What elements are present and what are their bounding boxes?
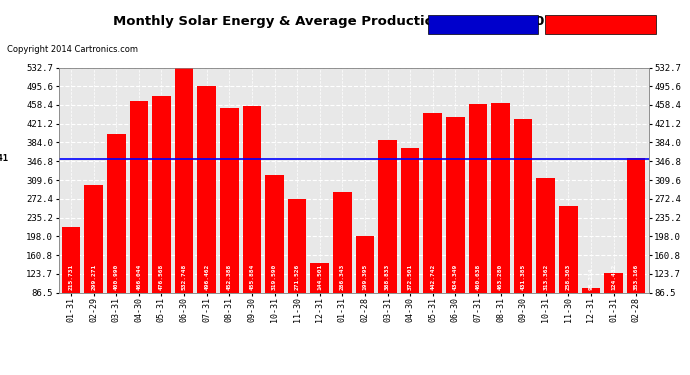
Text: 319.590: 319.590 (272, 264, 277, 291)
Text: 400.990: 400.990 (114, 264, 119, 291)
Text: Monthly Solar Energy & Average Production Tue Mar 18 07:05: Monthly Solar Energy & Average Productio… (113, 15, 577, 28)
Text: 455.884: 455.884 (249, 264, 255, 291)
Text: 258.303: 258.303 (566, 264, 571, 291)
Bar (559, 206, 578, 292)
Text: 496.462: 496.462 (204, 264, 209, 291)
Bar (491, 102, 510, 292)
Text: Copyright 2014 Cartronics.com: Copyright 2014 Cartronics.com (7, 45, 138, 54)
Text: 199.395: 199.395 (362, 264, 368, 291)
Bar (310, 263, 329, 292)
Bar (220, 108, 239, 292)
Bar (469, 104, 487, 292)
Text: 271.526: 271.526 (295, 264, 299, 291)
Bar (62, 227, 80, 292)
Text: Daily  (kWh): Daily (kWh) (569, 20, 631, 29)
Bar (424, 113, 442, 292)
Bar (401, 148, 420, 292)
Text: 431.385: 431.385 (521, 264, 526, 291)
Bar (265, 175, 284, 292)
Bar (175, 68, 193, 292)
Text: Average  (kWh): Average (kWh) (444, 20, 522, 29)
Bar (514, 118, 533, 292)
Text: 215.731: 215.731 (68, 264, 74, 291)
Bar (130, 101, 148, 292)
Bar (627, 158, 645, 292)
Text: 313.362: 313.362 (543, 264, 549, 291)
Bar (446, 117, 464, 292)
Bar (84, 185, 103, 292)
Text: 353.166: 353.166 (633, 264, 639, 291)
Bar (355, 236, 374, 292)
Text: 388.833: 388.833 (385, 264, 390, 291)
Text: 286.343: 286.343 (339, 264, 345, 291)
Bar (152, 96, 170, 292)
Text: 434.349: 434.349 (453, 264, 458, 291)
Text: 95.214: 95.214 (589, 268, 593, 291)
Text: 466.044: 466.044 (137, 264, 141, 291)
Text: ←352.141: ←352.141 (0, 154, 8, 163)
Text: 463.280: 463.280 (498, 264, 503, 291)
Text: 299.271: 299.271 (91, 264, 96, 291)
Text: 476.568: 476.568 (159, 264, 164, 291)
Text: 144.501: 144.501 (317, 264, 322, 291)
Text: 124.432: 124.432 (611, 264, 616, 291)
Bar (604, 273, 623, 292)
Text: 372.501: 372.501 (408, 264, 413, 291)
Bar (333, 192, 352, 292)
Bar (378, 140, 397, 292)
Text: 460.638: 460.638 (475, 264, 480, 291)
Bar (582, 288, 600, 292)
Text: 452.388: 452.388 (227, 264, 232, 291)
Bar (243, 106, 262, 292)
Bar (107, 134, 126, 292)
Bar (537, 178, 555, 292)
Bar (197, 86, 216, 292)
Text: 532.748: 532.748 (181, 264, 186, 291)
Bar (288, 199, 306, 292)
Text: 442.742: 442.742 (431, 264, 435, 291)
